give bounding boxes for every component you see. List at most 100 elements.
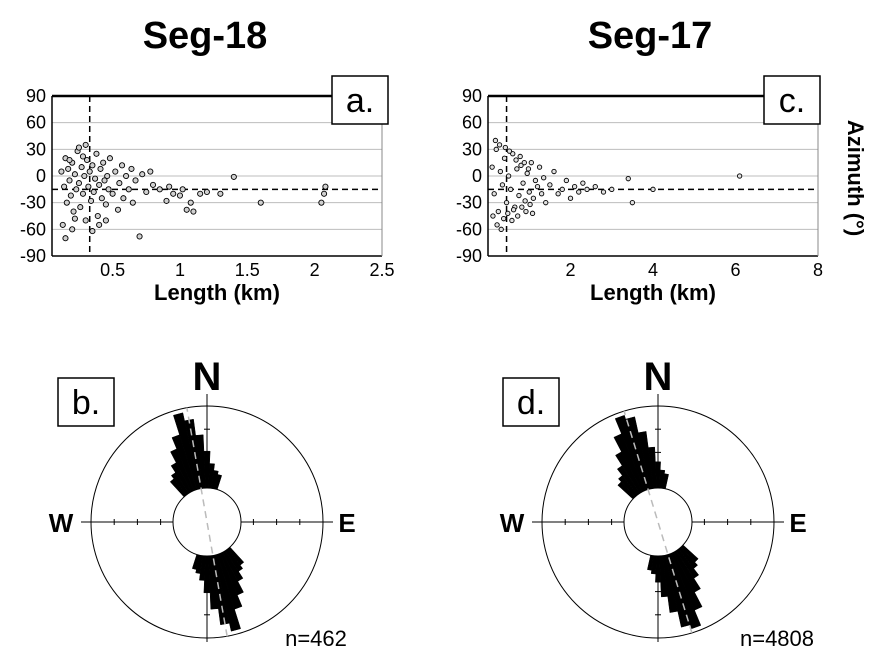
data-point [529, 210, 536, 216]
data-point [508, 186, 514, 192]
data-point [203, 188, 210, 196]
data-point [524, 170, 530, 176]
x-tick-label: 2 [310, 260, 320, 280]
mean-azimuth-line [186, 407, 228, 637]
data-point [736, 173, 743, 179]
data-point [509, 217, 515, 224]
data-point [491, 191, 497, 197]
x-tick-label: 2.5 [369, 260, 394, 280]
mean-azimuth-line [623, 410, 693, 634]
data-point [650, 186, 656, 192]
data-point [163, 197, 170, 204]
data-point [538, 191, 545, 197]
y-tick-label: -60 [456, 219, 482, 239]
data-point [510, 207, 517, 213]
y-tick-label: -90 [20, 246, 46, 266]
data-point [93, 150, 100, 157]
data-point [79, 153, 87, 160]
panel-label: b. [72, 384, 100, 422]
data-point [547, 182, 553, 188]
y-tick-label: 30 [462, 139, 482, 159]
data-point [567, 195, 574, 201]
data-point [629, 200, 636, 206]
data-point [190, 208, 197, 215]
data-point [321, 190, 328, 197]
data-point [59, 221, 66, 228]
data-point [62, 235, 69, 242]
data-point [85, 183, 92, 190]
y-tick-label: 60 [462, 113, 482, 133]
data-point [514, 166, 520, 172]
data-point [156, 186, 163, 193]
data-point [92, 175, 99, 182]
x-tick-label: 1 [175, 260, 185, 280]
panel-label-box [763, 75, 821, 125]
compass-w: W [49, 508, 74, 538]
data-point [66, 177, 73, 184]
data-point [96, 181, 103, 188]
data-point [70, 208, 77, 215]
scatter-plot-a: 90 60 30 0 -30 -60 -90 0.5 1 1.5 2 2.5 Length (km) a. [20, 75, 395, 305]
data-point [217, 190, 224, 197]
data-point [79, 190, 87, 197]
data-point [505, 173, 512, 179]
compass-n: N [193, 355, 222, 399]
data-point [75, 144, 82, 151]
data-point [81, 172, 88, 180]
panel-label-box [57, 377, 115, 427]
data-point [571, 184, 578, 190]
data-point [90, 188, 97, 196]
data-point [105, 186, 112, 193]
data-point [125, 186, 132, 193]
data-point [609, 186, 615, 192]
data-point [625, 176, 631, 182]
compass-w: W [500, 508, 525, 538]
data-point [136, 233, 143, 240]
panel-label: a. [346, 82, 374, 120]
data-point [86, 168, 93, 175]
data-point [89, 162, 96, 169]
data-point [506, 148, 513, 154]
data-point [517, 153, 523, 160]
data-point [530, 195, 537, 201]
data-point [501, 216, 507, 222]
data-point [580, 180, 586, 186]
data-point [71, 215, 78, 222]
data-point [98, 195, 105, 202]
data-point [129, 199, 136, 206]
y-tick-label: 90 [26, 86, 46, 106]
data-point [143, 188, 150, 196]
data-point [492, 137, 499, 144]
data-point [89, 228, 96, 235]
x-tick-label: 6 [730, 260, 740, 280]
y-tick-label: 90 [462, 86, 482, 106]
data-point [522, 198, 528, 204]
data-point [65, 165, 72, 172]
count-label: n=4808 [740, 626, 814, 651]
data-point [563, 177, 570, 184]
data-point [516, 192, 522, 199]
x-axis-label: Length (km) [590, 280, 716, 305]
data-point [77, 204, 84, 211]
data-point [322, 183, 329, 190]
data-point [523, 208, 529, 215]
x-tick-label: 0.5 [100, 260, 125, 280]
data-point [139, 171, 146, 178]
title-seg-18: Seg-18 [143, 15, 268, 57]
data-point [496, 142, 503, 148]
data-point [318, 199, 325, 206]
data-point [75, 180, 82, 187]
data-point [82, 217, 89, 224]
data-point [197, 190, 204, 197]
data-point [66, 156, 73, 164]
data-point [187, 199, 194, 206]
data-point [118, 162, 126, 169]
data-point [541, 175, 547, 181]
data-point [501, 155, 508, 161]
data-point [109, 190, 116, 197]
data-point [149, 181, 157, 188]
count-label: n=462 [285, 626, 347, 651]
data-point [532, 177, 539, 184]
x-tick-label: 2 [565, 260, 575, 280]
data-point [179, 186, 186, 193]
